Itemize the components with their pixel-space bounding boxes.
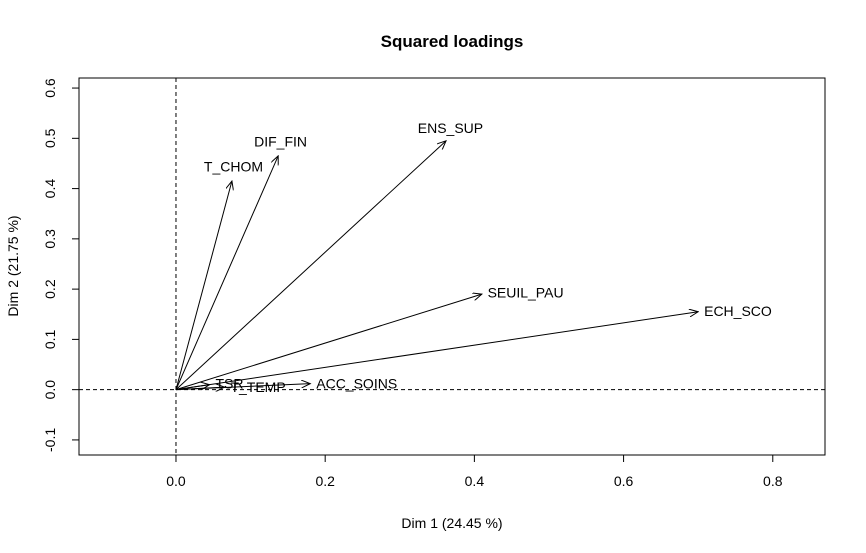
- y-tick-label: -0.1: [42, 428, 58, 452]
- y-tick-label: 0.5: [42, 128, 58, 148]
- x-tick-label: 0.8: [763, 473, 783, 489]
- y-tick-label: 0.3: [42, 229, 58, 249]
- x-axis-label: Dim 1 (24.45 %): [401, 515, 502, 531]
- loading-vectors: T_CHOMDIF_FINENS_SUPSEUIL_PAUECH_SCOTSRT…: [175, 120, 772, 395]
- reference-lines: [79, 78, 825, 455]
- y-tick-label: 0.0: [42, 380, 58, 400]
- y-tick-label: 0.1: [42, 329, 58, 349]
- vector-label: ECH_SCO: [704, 303, 772, 319]
- loading-arrow: [175, 312, 698, 391]
- x-tick-label: 0.6: [614, 473, 634, 489]
- y-tick-label: 0.4: [42, 179, 58, 199]
- loading-arrow: [175, 385, 210, 391]
- vector-label: SEUIL_PAU: [488, 284, 564, 300]
- vector-label: ENS_SUP: [418, 120, 483, 136]
- x-tick-label: 0.0: [166, 473, 186, 489]
- loading-arrow: [175, 384, 310, 391]
- vector-label: T_CHOM: [204, 158, 263, 174]
- y-axis: -0.1 0.0 0.1 0.2 0.3 0.4 0.5 0.6: [42, 78, 79, 452]
- vector-label: T_TEMP: [230, 379, 285, 395]
- y-tick-label: 0.2: [42, 279, 58, 299]
- x-tick-label: 0.2: [315, 473, 335, 489]
- y-tick-label: 0.6: [42, 78, 58, 98]
- chart-title: Squared loadings: [381, 32, 524, 51]
- x-tick-label: 0.4: [465, 473, 485, 489]
- loading-arrow: [175, 156, 278, 390]
- vector-label: ACC_SOINS: [316, 375, 397, 391]
- x-axis: 0.0 0.2 0.4 0.6 0.8: [166, 455, 783, 489]
- y-axis-label: Dim 2 (21.75 %): [5, 215, 21, 316]
- loading-arrow: [175, 141, 446, 391]
- vector-label: DIF_FIN: [254, 133, 307, 149]
- plot-frame: [78, 77, 826, 456]
- loading-arrow: [175, 181, 232, 390]
- loading-arrow: [175, 294, 482, 391]
